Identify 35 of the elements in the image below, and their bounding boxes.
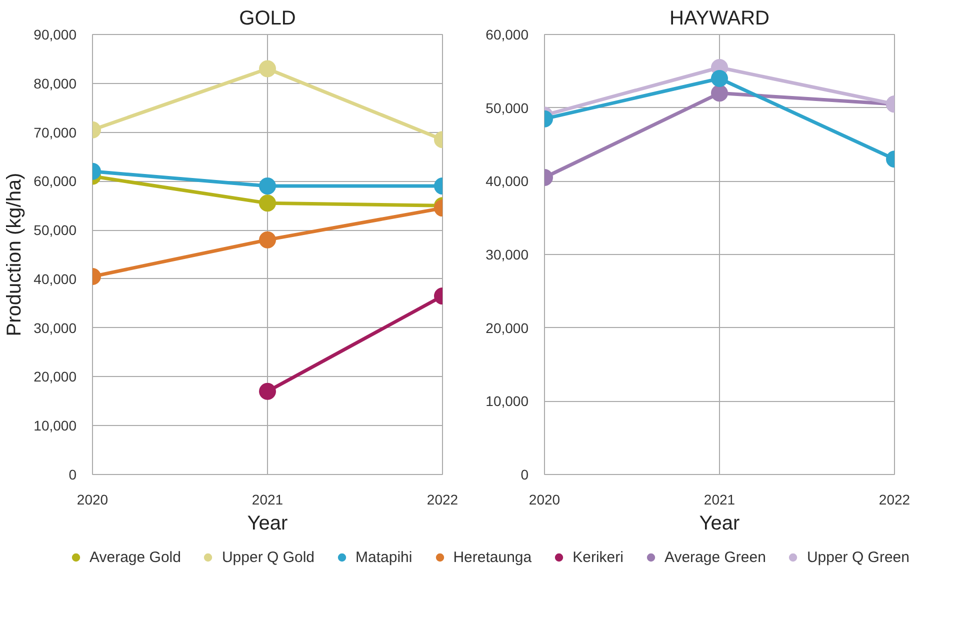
y-tick-label: 10,000 xyxy=(486,393,529,410)
x-axis-title: Year xyxy=(247,512,288,534)
legend-label: Matapihi xyxy=(356,548,412,566)
y-tick-label: 90,000 xyxy=(34,26,77,42)
y-tick-label: 20,000 xyxy=(486,320,529,336)
legend-label: Upper Q Gold xyxy=(222,548,315,566)
y-tick-label: 50,000 xyxy=(34,222,77,238)
y-tick-label: 10,000 xyxy=(34,418,77,434)
x-tick-label: 2021 xyxy=(252,492,284,508)
x-axis-title: Year xyxy=(699,512,740,534)
y-tick-label: 60,000 xyxy=(34,173,77,190)
chart-title: GOLD xyxy=(239,8,296,30)
y-tick-label: 40,000 xyxy=(486,173,529,190)
x-tick-label: 2021 xyxy=(704,492,736,508)
legend-label: Upper Q Green xyxy=(806,548,910,566)
y-tick-label: 20,000 xyxy=(34,368,77,385)
x-tick-label: 2020 xyxy=(76,492,108,508)
y-tick-label: 50,000 xyxy=(486,100,529,116)
y-axis-title: Production (kg/ha) xyxy=(4,172,26,336)
y-tick-label: 40,000 xyxy=(34,270,77,287)
y-tick-label: 30,000 xyxy=(486,246,529,262)
legend-label: Average Gold xyxy=(90,548,181,566)
x-tick-label: 2022 xyxy=(878,492,910,508)
chart-title: HAYWARD xyxy=(670,8,770,30)
y-tick-label: 30,000 xyxy=(34,320,77,336)
y-tick-label: 80,000 xyxy=(34,75,77,92)
y-tick-label: 0 xyxy=(68,466,77,482)
y-tick-label: 0 xyxy=(520,466,529,482)
legend-label: Average Green xyxy=(664,548,766,566)
legend-label: Kerikeri xyxy=(572,548,624,566)
y-tick-label: 60,000 xyxy=(486,26,529,42)
x-tick-label: 2022 xyxy=(426,492,458,508)
y-tick-label: 70,000 xyxy=(34,124,77,140)
legend-label: Heretaunga xyxy=(453,548,532,566)
x-tick-label: 2020 xyxy=(528,492,560,508)
